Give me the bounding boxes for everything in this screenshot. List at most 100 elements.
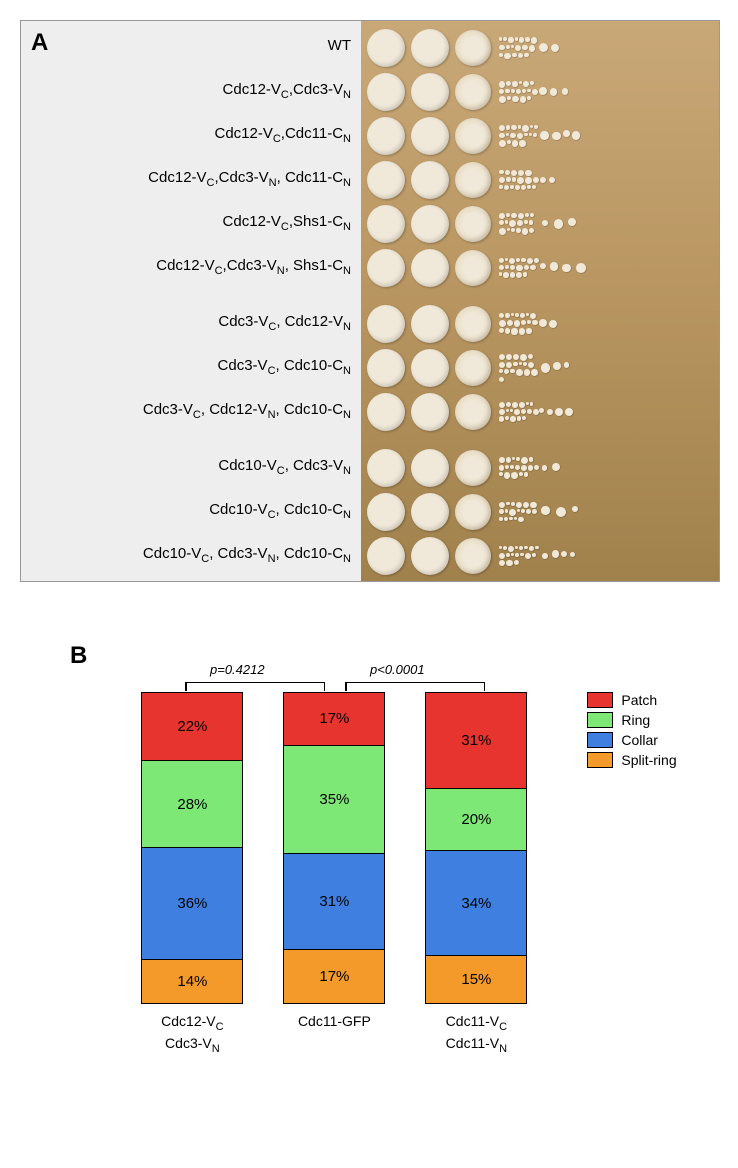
chart-area: 22%28%36%14%Cdc12-VCCdc3-VN17%35%31%17%C… — [20, 652, 718, 1056]
legend: Patch Ring Collar Split-ring — [587, 692, 676, 772]
strain-label: Cdc10-VC, Cdc3-VN — [218, 457, 351, 477]
figure-container: A WT Cdc12-VC,Cdc3-VN Cdc12-VC,Cdc11-CN Cdc… — [20, 20, 718, 1056]
bar-segment-collar: 34% — [426, 851, 526, 956]
colony-sparse — [539, 30, 589, 66]
bar-segment-split-ring: 15% — [426, 956, 526, 1003]
legend-item: Ring — [587, 712, 676, 728]
legend-swatch — [587, 752, 613, 768]
strain-label: Cdc12-VC,Cdc3-VN, Cdc11-CN — [148, 169, 351, 189]
colony-spot — [411, 449, 449, 487]
colony-cluster — [499, 206, 539, 242]
stacked-bar: 31%20%34%15% — [425, 692, 527, 1004]
strain-label: Cdc10-VC, Cdc3-VN, Cdc10-CN — [143, 545, 351, 565]
strain-label: Cdc12-VC,Cdc3-VN — [223, 81, 351, 101]
strain-label: Cdc10-VC, Cdc10-CN — [209, 501, 351, 521]
colony-spot — [411, 493, 449, 531]
bar-segment-split-ring: 17% — [284, 950, 384, 1003]
strain-label: Cdc3-VC, Cdc12-VN, Cdc10-CN — [143, 401, 351, 421]
colony-spot — [367, 305, 405, 343]
bar-segment-collar: 36% — [142, 848, 242, 960]
colony-spot — [411, 249, 449, 287]
legend-swatch — [587, 692, 613, 708]
colony-cluster — [499, 162, 539, 198]
legend-item: Collar — [587, 732, 676, 748]
strain-label: WT — [328, 37, 351, 54]
legend-swatch — [587, 732, 613, 748]
colony-sparse — [539, 206, 589, 242]
spot-row — [361, 73, 725, 111]
colony-cluster — [499, 30, 539, 66]
bar-column: 17%35%31%17%Cdc11-GFP — [283, 692, 385, 1056]
colony-spot — [367, 449, 405, 487]
panel-a-letter: A — [31, 29, 48, 57]
panel-b-letter: B — [70, 642, 87, 670]
strain-label: Cdc3-VC, Cdc10-CN — [218, 357, 351, 377]
colony-spot — [411, 161, 449, 199]
spot-row — [361, 117, 725, 155]
pvalue-brackets: p=0.4212p<0.0001 — [150, 664, 540, 692]
colony-spot — [455, 306, 491, 342]
spot-row — [361, 29, 725, 67]
colony-spot — [367, 249, 405, 287]
stacked-bar: 22%28%36%14% — [141, 692, 243, 1004]
colony-spot — [455, 30, 491, 66]
colony-cluster — [499, 74, 539, 110]
strain-label: Cdc3-VC, Cdc12-VN — [218, 313, 351, 333]
legend-label: Split-ring — [621, 752, 676, 768]
colony-spot — [367, 117, 405, 155]
legend-label: Ring — [621, 712, 650, 728]
strain-label: Cdc12-VC,Cdc11-CN — [214, 125, 351, 145]
colony-spot — [411, 205, 449, 243]
legend-item: Split-ring — [587, 752, 676, 768]
colony-spot — [455, 74, 491, 110]
spot-row — [361, 537, 725, 575]
pvalue-bracket — [345, 682, 485, 691]
colony-spot — [367, 393, 405, 431]
colony-spot — [455, 494, 491, 530]
bar-segment-patch: 22% — [142, 693, 242, 761]
colony-cluster — [499, 118, 539, 154]
colony-spot — [367, 29, 405, 67]
colony-sparse — [539, 118, 589, 154]
panel-b: B p=0.4212p<0.0001 22%28%36%14%Cdc12-VCC… — [20, 652, 718, 1056]
stacked-bar: 17%35%31%17% — [283, 692, 385, 1004]
pvalue-bracket — [185, 682, 325, 691]
spot-row — [361, 349, 725, 387]
colony-spot — [455, 450, 491, 486]
spot-row — [361, 493, 725, 531]
colony-cluster — [499, 250, 539, 286]
colony-spot — [367, 349, 405, 387]
colony-sparse — [539, 394, 589, 430]
colony-sparse — [539, 450, 589, 486]
colony-spot — [411, 29, 449, 67]
colony-sparse — [539, 538, 589, 574]
colony-spot — [455, 394, 491, 430]
bar-segment-collar: 31% — [284, 854, 384, 950]
colony-spot — [455, 350, 491, 386]
panel-a: A WT Cdc12-VC,Cdc3-VN Cdc12-VC,Cdc11-CN Cdc… — [20, 20, 720, 582]
bar-label: Cdc12-VCCdc3-VN — [161, 1012, 223, 1056]
colony-sparse — [539, 306, 589, 342]
colony-spot — [367, 73, 405, 111]
legend-label: Patch — [621, 692, 657, 708]
pvalue-text: p<0.0001 — [370, 662, 425, 677]
colony-spot — [411, 537, 449, 575]
colony-cluster — [499, 538, 539, 574]
bar-segment-ring: 20% — [426, 789, 526, 851]
legend-swatch — [587, 712, 613, 728]
colony-cluster — [499, 450, 539, 486]
colony-spot — [455, 250, 491, 286]
colony-spot — [367, 493, 405, 531]
spot-row — [361, 249, 725, 287]
colony-spot — [367, 161, 405, 199]
panel-a-plate — [361, 21, 719, 581]
legend-label: Collar — [621, 732, 658, 748]
bar-label: Cdc11-VCCdc11-VN — [446, 1012, 507, 1056]
colony-spot — [411, 349, 449, 387]
colony-spot — [367, 205, 405, 243]
panel-a-label-column: A WT Cdc12-VC,Cdc3-VN Cdc12-VC,Cdc11-CN Cdc… — [21, 21, 361, 581]
colony-sparse — [539, 350, 589, 386]
colony-spot — [455, 118, 491, 154]
colony-sparse — [539, 250, 589, 286]
spot-row — [361, 305, 725, 343]
